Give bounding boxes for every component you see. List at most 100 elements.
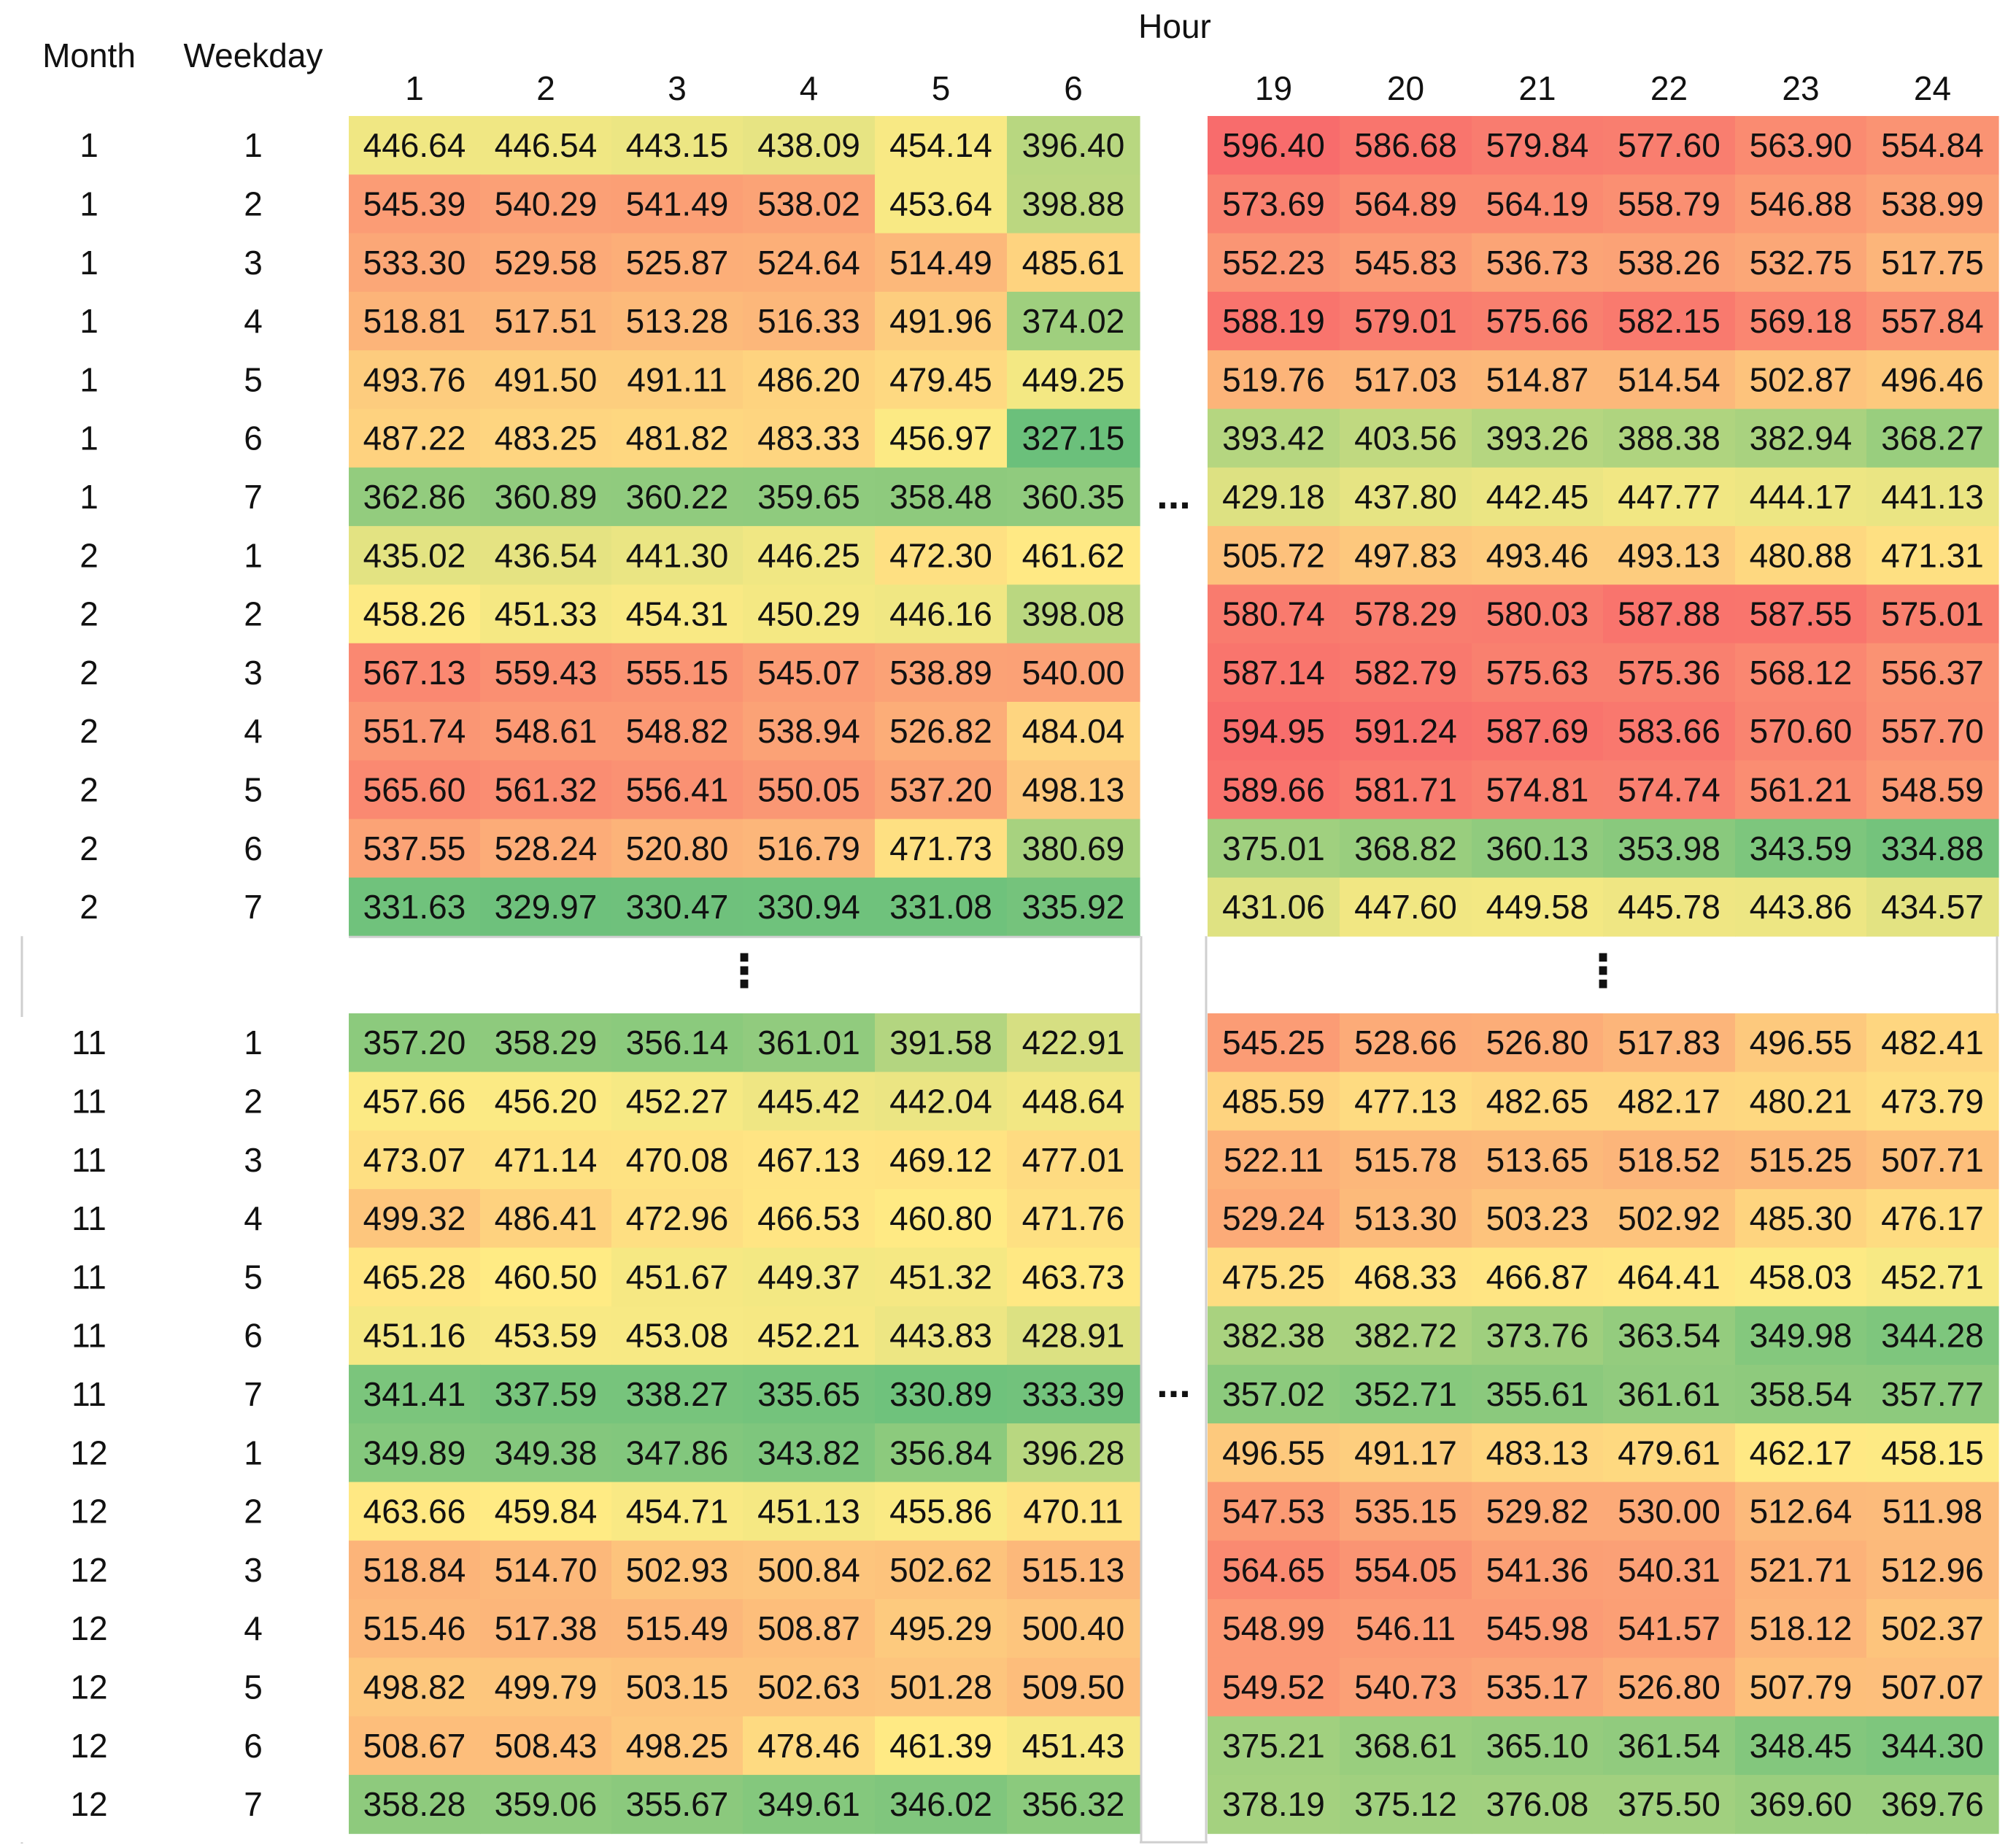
heatmap-cell	[1340, 643, 1472, 703]
heatmap-cell	[1007, 291, 1140, 351]
heatmap-cell	[1866, 1072, 1999, 1132]
cell-value-label: 480.88	[1750, 536, 1853, 574]
hour-tick-label: 1	[405, 69, 424, 107]
heatmap-cell	[743, 760, 876, 820]
cell-value-label: 495.29	[889, 1609, 992, 1647]
cell-value-label: 454.14	[889, 126, 992, 164]
cell-value-label: 477.13	[1354, 1082, 1457, 1120]
cell-value-label: 500.40	[1022, 1609, 1125, 1647]
heatmap-cell	[1208, 1248, 1340, 1307]
month-label: 11	[72, 1375, 107, 1413]
cell-value-label: 522.11	[1224, 1141, 1324, 1179]
cell-value-label: 360.35	[1022, 478, 1125, 516]
heatmap-cell	[1603, 1540, 1736, 1600]
heatmap-cell	[1472, 1072, 1604, 1132]
cell-value-label: 591.24	[1354, 712, 1457, 750]
weekday-label: 2	[244, 1493, 263, 1531]
cell-value-label: 582.79	[1354, 654, 1457, 692]
heatmap-cell	[1340, 1364, 1472, 1424]
cell-value-label: 445.78	[1618, 888, 1720, 926]
heatmap-cell	[611, 1306, 744, 1366]
heatmap-cell	[480, 1774, 612, 1834]
heatmap-cell	[1603, 702, 1736, 761]
heatmap-cell	[1208, 1482, 1340, 1542]
cell-value-label: 451.16	[363, 1317, 466, 1355]
cell-value-label: 529.24	[1222, 1199, 1325, 1237]
heatmap-cell	[1866, 350, 1999, 410]
month-label: 2	[80, 654, 99, 692]
heatmap-cell	[1603, 1599, 1736, 1658]
cell-value-label: 512.96	[1881, 1551, 1984, 1589]
cell-value-label: 486.41	[495, 1199, 598, 1237]
heatmap-cell	[611, 1482, 744, 1542]
heatmap-cell	[1472, 702, 1604, 761]
heatmap-cell	[611, 233, 744, 293]
weekday-label: 3	[244, 244, 263, 282]
cell-value-label: 502.93	[626, 1551, 729, 1589]
cell-value-label: 459.84	[495, 1493, 598, 1531]
heatmap-cell	[1208, 1540, 1340, 1600]
hour-tick-label: 23	[1782, 69, 1819, 107]
cell-value-label: 557.70	[1881, 712, 1984, 750]
heatmap-cell	[1340, 174, 1472, 234]
heatmap-cell	[1208, 1072, 1340, 1132]
cell-value-label: 360.22	[626, 478, 729, 516]
heatmap-cell	[743, 409, 876, 468]
heatmap-cell	[875, 291, 1008, 351]
cell-value-label: 337.59	[495, 1375, 598, 1413]
heatmap-cell	[349, 350, 481, 410]
heatmap-cell	[1007, 1248, 1140, 1307]
heatmap-cell	[875, 1716, 1008, 1776]
heatmap-cell	[1340, 877, 1472, 937]
hour-tick-label: 22	[1650, 69, 1688, 107]
heatmap-cell	[480, 116, 612, 175]
heatmap-cell	[1208, 1423, 1340, 1482]
cell-value-label: 467.13	[757, 1141, 860, 1179]
heatmap-cell	[1603, 350, 1736, 410]
heatmap-cell	[1340, 584, 1472, 644]
heatmap-cell	[1735, 584, 1867, 644]
cell-value-label: 516.33	[757, 302, 860, 340]
cell-value-label: 581.71	[1354, 770, 1457, 808]
cell-value-label: 352.71	[1354, 1375, 1457, 1413]
heatmap-cell	[1735, 409, 1867, 468]
cell-value-label: 455.86	[889, 1493, 992, 1531]
heatmap-cell	[349, 1306, 481, 1366]
heatmap-cell	[1603, 584, 1736, 644]
cell-value-label: 501.28	[889, 1668, 992, 1706]
heatmap-cell	[1866, 233, 1999, 293]
heatmap-cell	[349, 819, 481, 878]
cell-value-label: 550.05	[757, 770, 860, 808]
weekday-label: 5	[244, 770, 263, 808]
weekday-label: 7	[244, 1785, 263, 1823]
cell-value-label: 331.63	[363, 888, 466, 926]
cell-value-label: 446.54	[495, 126, 598, 164]
heatmap-cell	[1472, 643, 1604, 703]
cell-value-label: 429.18	[1222, 478, 1325, 516]
cell-value-label: 356.32	[1022, 1785, 1125, 1823]
heatmap-cell	[875, 584, 1008, 644]
cell-value-label: 368.27	[1881, 419, 1984, 457]
heatmap-cell	[349, 584, 481, 644]
heatmap-cell	[743, 1013, 876, 1072]
heatmap-cell	[1208, 1658, 1340, 1717]
heatmap-cell	[1603, 1482, 1736, 1542]
cell-value-label: 582.15	[1618, 302, 1720, 340]
month-label: 1	[80, 360, 99, 398]
cell-value-label: 575.01	[1881, 595, 1984, 633]
month-label: 2	[80, 770, 99, 808]
heatmap-cell	[1472, 1540, 1604, 1600]
month-label: 1	[80, 126, 99, 164]
cell-value-label: 393.42	[1222, 419, 1325, 457]
heatmap-cell	[1340, 1774, 1472, 1834]
cell-value-label: 538.02	[757, 185, 860, 223]
heatmap-cell	[1340, 702, 1472, 761]
heatmap-cell	[1472, 1130, 1604, 1190]
cell-value-label: 528.24	[495, 829, 598, 867]
heatmap-cell	[1007, 1482, 1140, 1542]
heatmap-cell	[1866, 1540, 1999, 1600]
cell-value-label: 355.67	[626, 1785, 729, 1823]
cell-value-label: 524.64	[757, 244, 860, 282]
cell-value-label: 513.28	[626, 302, 729, 340]
cell-value-label: 452.71	[1881, 1258, 1984, 1296]
